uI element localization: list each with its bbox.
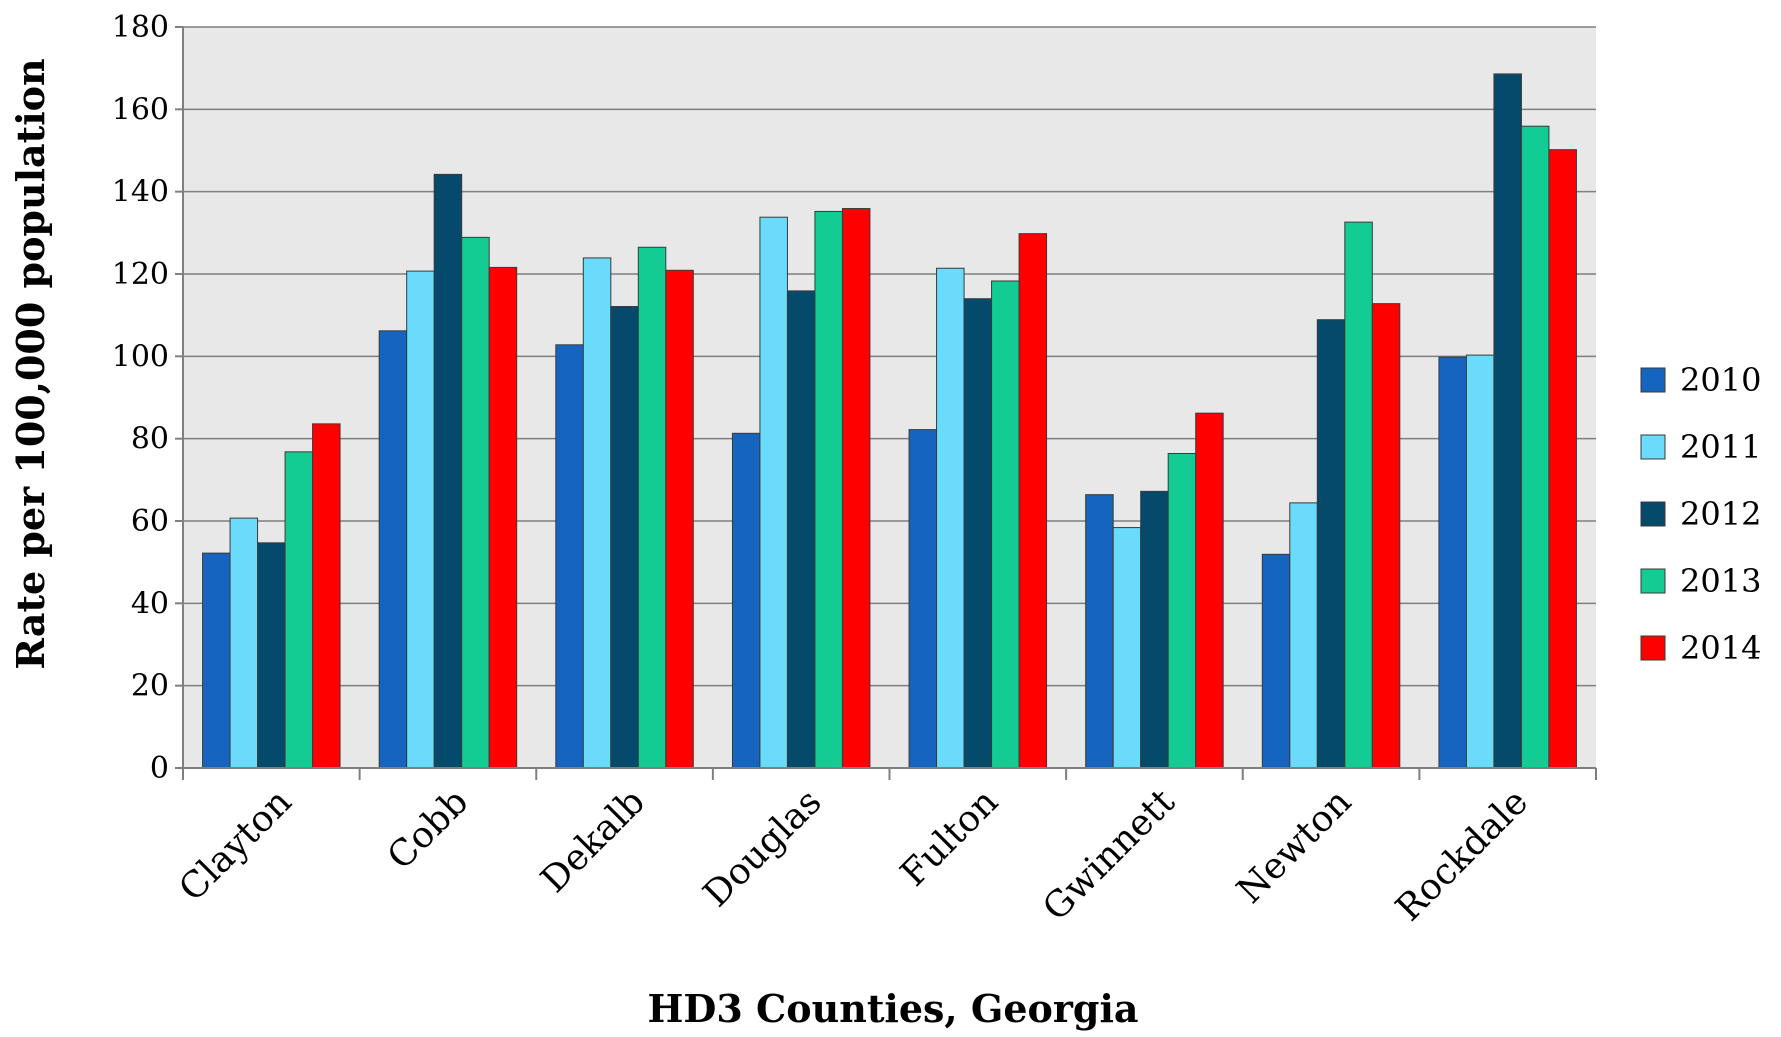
bar-rockdale-2014	[1548, 149, 1577, 769]
y-tick-label: 160	[112, 92, 169, 127]
bar-clayton-2013	[284, 451, 314, 769]
bar-douglas-2014	[841, 208, 871, 769]
legend-swatch	[1640, 434, 1666, 460]
bar-dekalb-2012	[610, 306, 639, 769]
bar-douglas-2013	[814, 210, 843, 769]
bar-clayton-2011	[229, 517, 259, 769]
legend-swatch	[1640, 635, 1666, 661]
x-category-label: Gwinnett	[1035, 781, 1183, 929]
bar-dekalb-2010	[555, 344, 584, 769]
axes	[175, 26, 1597, 780]
bar-newton-2013	[1344, 221, 1373, 769]
bar-rockdale-2010	[1438, 356, 1467, 769]
legend-label: 2014	[1680, 629, 1761, 667]
y-tick-label: 60	[131, 504, 169, 539]
y-tick-label: 0	[150, 751, 169, 786]
bar-cobb-2011	[406, 270, 435, 769]
y-tick-label: 120	[112, 257, 169, 292]
bar-rockdale-2011	[1465, 354, 1495, 769]
y-axis-title: Rate per 100,000 population	[8, 58, 53, 669]
y-tick-label: 140	[112, 175, 169, 210]
bar-dekalb-2011	[582, 257, 612, 769]
bars	[202, 73, 1577, 769]
legend: 2010 2011 2012 2013 2014	[1640, 361, 1761, 667]
bar-dekalb-2013	[637, 246, 667, 769]
bar-fulton-2011	[936, 267, 965, 769]
bar-douglas-2010	[731, 432, 761, 769]
bar-gwinnett-2012	[1140, 490, 1169, 769]
bar-cobb-2014	[488, 266, 518, 769]
legend-swatch	[1640, 568, 1666, 594]
y-tick-labels: 0 20 40 60 80 100 120 140 160 180	[112, 10, 169, 786]
bar-clayton-2010	[202, 552, 231, 769]
bar-fulton-2012	[963, 298, 993, 769]
x-category-label: Fulton	[893, 781, 1006, 894]
y-tick-label: 100	[112, 339, 169, 374]
bar-gwinnett-2013	[1167, 452, 1197, 769]
bar-newton-2014	[1371, 303, 1401, 769]
x-category-label: Cobb	[380, 781, 476, 877]
legend-label: 2010	[1680, 361, 1761, 399]
bar-cobb-2010	[378, 330, 408, 769]
bar-fulton-2014	[1018, 233, 1048, 769]
bar-douglas-2011	[759, 216, 788, 769]
bar-newton-2010	[1261, 553, 1291, 769]
x-category-label: Douglas	[696, 781, 830, 915]
bar-newton-2011	[1289, 502, 1318, 769]
legend-label: 2011	[1680, 428, 1761, 466]
bar-cobb-2013	[461, 236, 490, 769]
legend-label: 2013	[1680, 562, 1761, 600]
x-axis-title: HD3 Counties, Georgia	[647, 986, 1138, 1031]
x-category-labels: Clayton Cobb Dekalb Douglas Fulton Gwinnett Ne…	[172, 781, 1536, 929]
y-tick-label: 20	[131, 669, 169, 704]
x-category-label: Clayton	[172, 781, 300, 909]
y-tick-label: 180	[112, 10, 169, 45]
x-category-label: Newton	[1229, 781, 1359, 911]
bar-fulton-2013	[991, 280, 1020, 769]
bar-fulton-2010	[908, 429, 938, 769]
legend-swatch	[1640, 501, 1666, 527]
y-tick-label: 80	[131, 422, 169, 457]
bar-newton-2012	[1316, 319, 1346, 769]
legend-swatch	[1640, 367, 1666, 393]
bar-clayton-2014	[312, 423, 341, 769]
bar-rockdale-2012	[1493, 73, 1522, 769]
x-category-label: Rockdale	[1388, 781, 1536, 929]
bar-gwinnett-2014	[1195, 412, 1224, 769]
legend-label: 2012	[1680, 495, 1761, 533]
x-category-label: Dekalb	[533, 781, 653, 901]
bar-gwinnett-2011	[1112, 527, 1142, 769]
y-tick-label: 40	[131, 586, 169, 621]
bar-cobb-2012	[433, 173, 463, 769]
bar-clayton-2012	[257, 542, 286, 769]
bar-gwinnett-2010	[1085, 494, 1114, 769]
bar-rockdale-2013	[1520, 125, 1550, 769]
bar-douglas-2012	[786, 290, 816, 769]
bar-dekalb-2014	[665, 269, 694, 769]
